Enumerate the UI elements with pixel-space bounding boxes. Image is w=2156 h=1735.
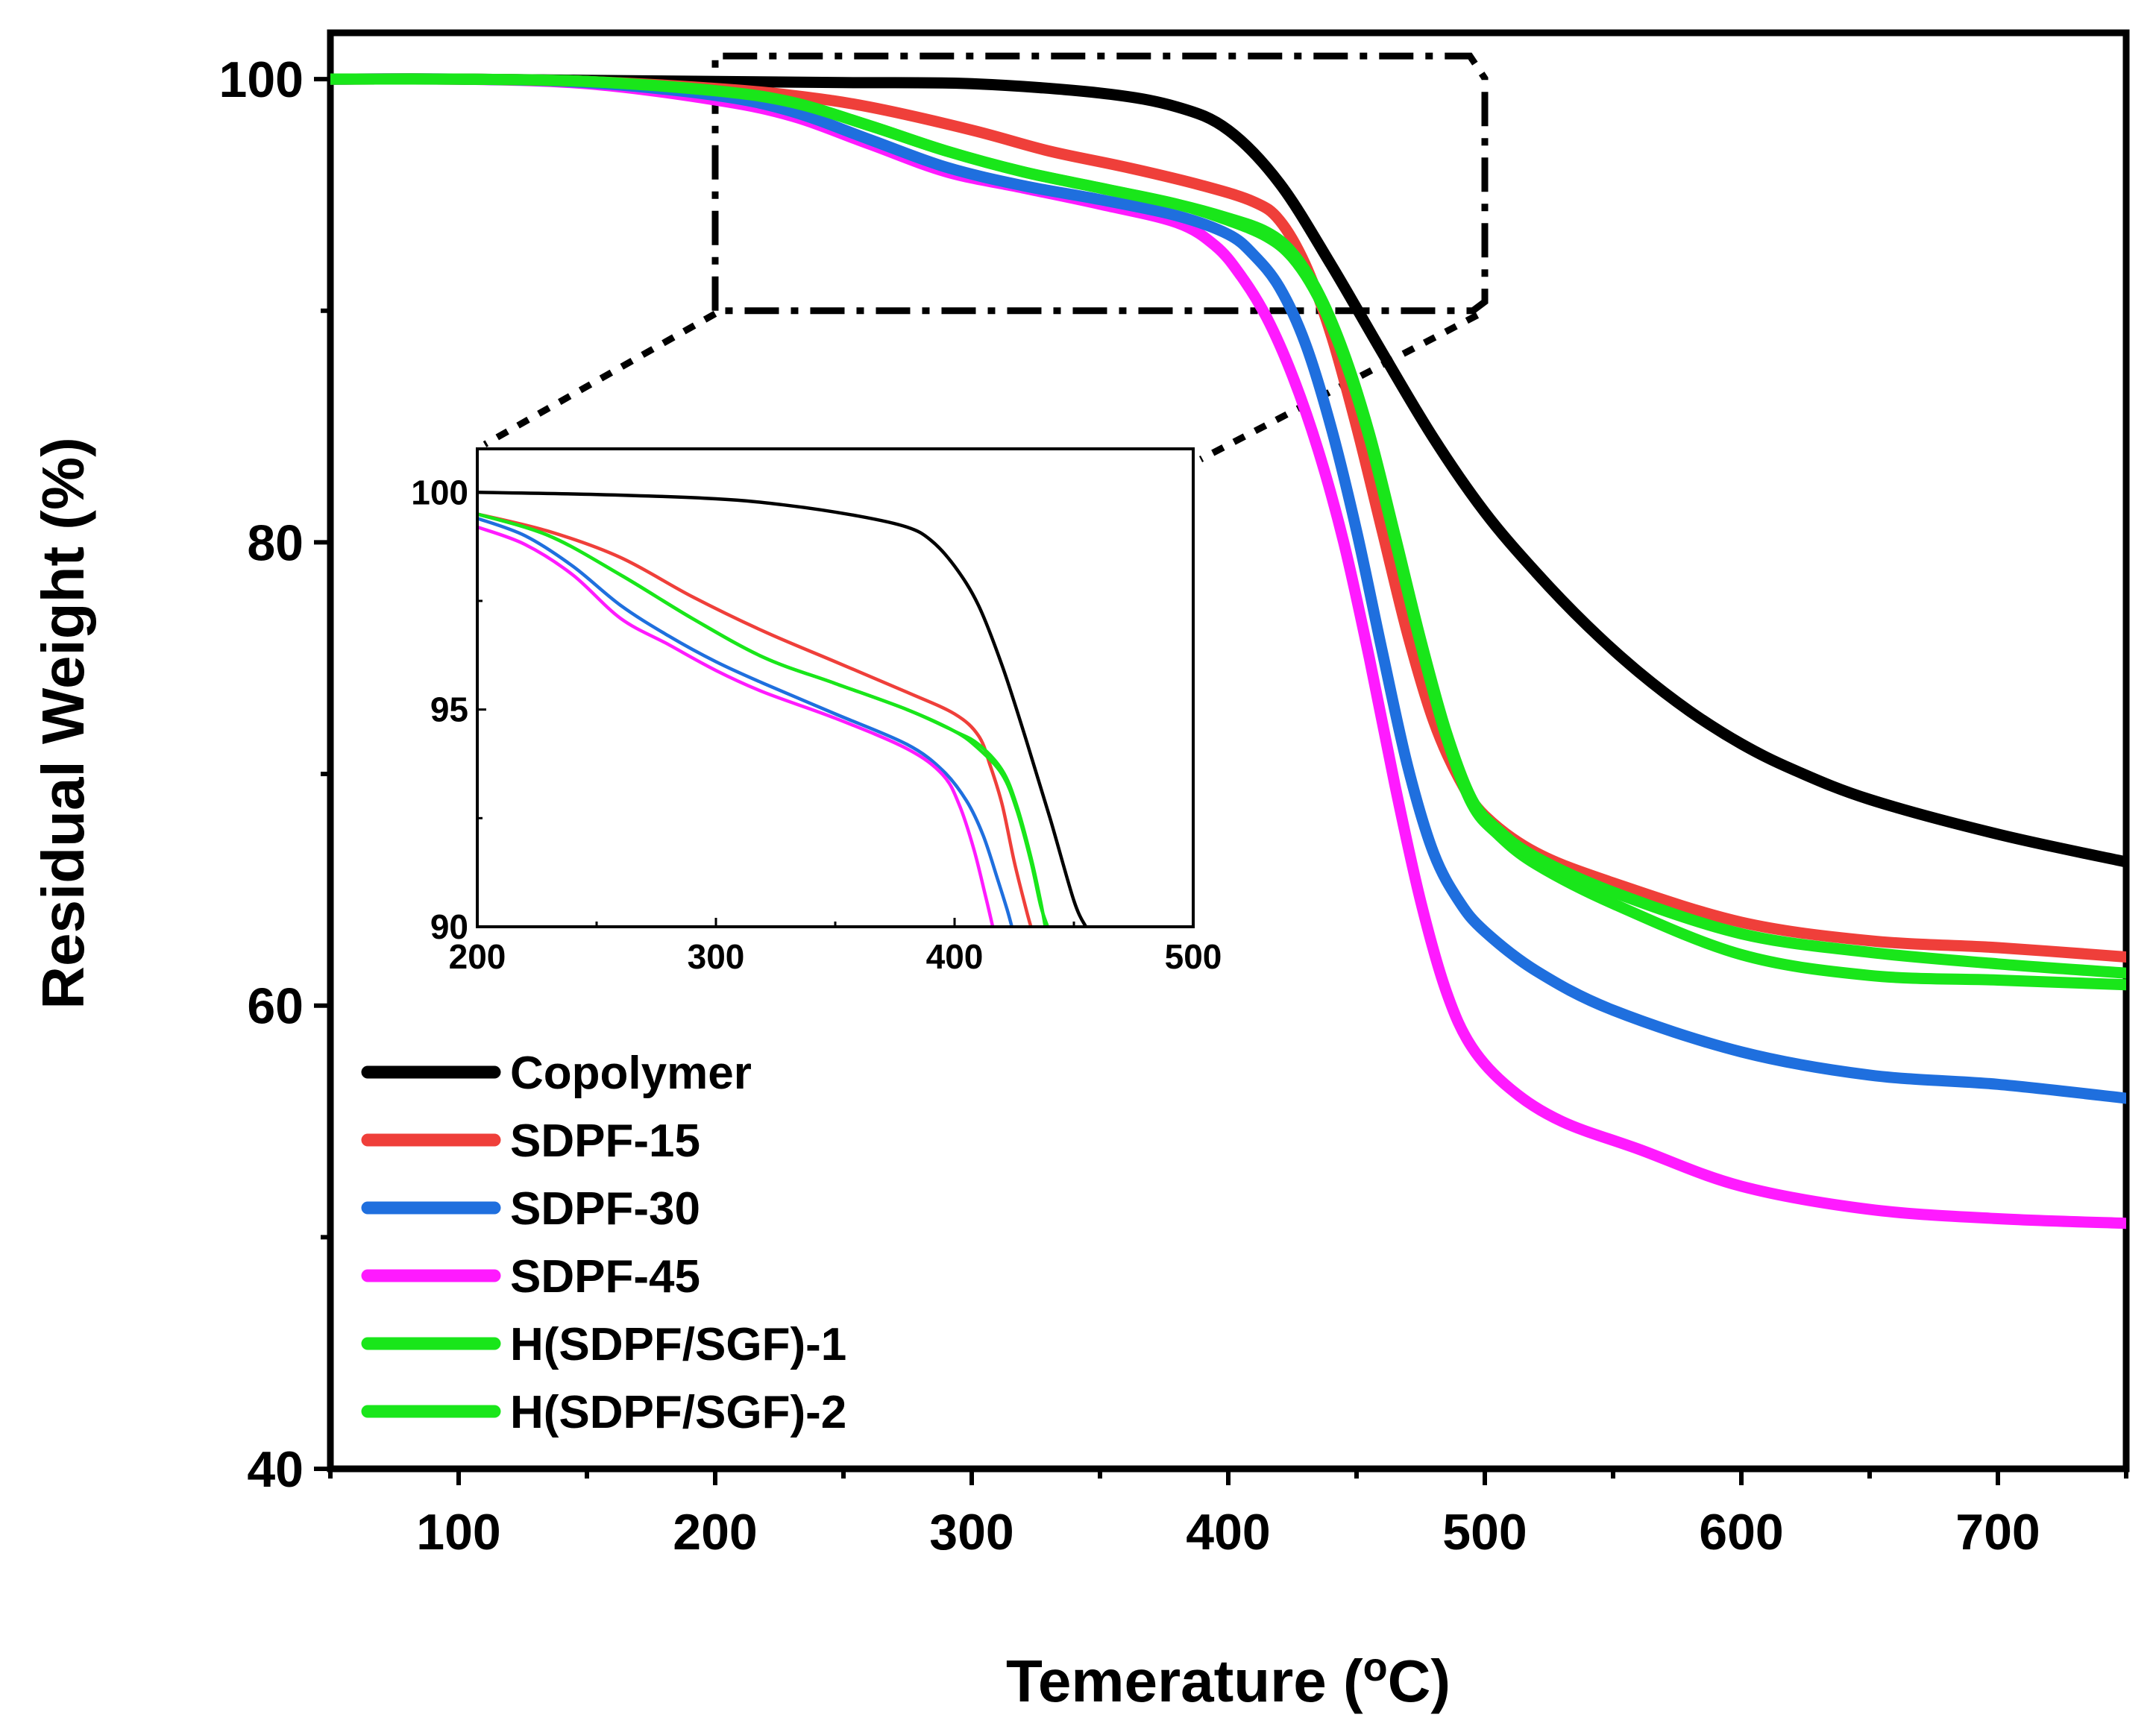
zoom-box — [711, 52, 1489, 315]
zoom-connector-right — [1198, 312, 1480, 462]
inset-x-axis: 200 300 400 500 — [449, 918, 1222, 976]
legend-label-copolymer: Copolymer — [510, 1048, 752, 1099]
inset-series-line-sdpf-15 — [477, 512, 1033, 927]
main-series-line-h-sdpf-sgf-1 — [330, 73, 2126, 979]
legend-label-sdpf-15: SDPF-15 — [510, 1115, 700, 1167]
main-x-tick-label: 300 — [929, 1504, 1013, 1561]
main-x-tick-label: 600 — [1699, 1504, 1783, 1561]
x-axis-title-suffix: C) — [1388, 1648, 1451, 1714]
legend-label-sdpf-45: SDPF-45 — [510, 1251, 700, 1303]
inset-x-tick-label: 200 — [449, 937, 506, 976]
main-x-tick-label: 100 — [416, 1504, 500, 1561]
main-series-line-copolymer — [330, 73, 2126, 868]
inset-y-tick-label: 100 — [411, 473, 468, 511]
main-y-tick-label: 40 — [247, 1441, 304, 1498]
inset-x-tick-label: 300 — [688, 937, 745, 976]
main-y-tick-label: 60 — [247, 978, 304, 1035]
main-x-tick-label: 200 — [673, 1504, 757, 1561]
inset-series-line-h-sdpf-sgf-2 — [477, 512, 1049, 927]
x-axis-title: Temerature (oC) — [1006, 1645, 1451, 1714]
main-x-axis: 100 200 300 400 500 600 700 — [328, 1469, 2128, 1561]
main-x-tick-label: 500 — [1442, 1504, 1527, 1561]
inset-x-tick-label: 500 — [1165, 937, 1222, 976]
main-x-tick-label: 400 — [1186, 1504, 1270, 1561]
inset-series-line-sdpf-30 — [477, 517, 1013, 927]
main-series-line-sdpf-30 — [330, 73, 2126, 1104]
inset-series-line-sdpf-45 — [477, 525, 995, 927]
main-y-tick-label: 100 — [219, 51, 304, 108]
legend-label-h-sdpf-sgf-1: H(SDPF/SGF)-1 — [510, 1319, 846, 1370]
inset-x-tick-label: 400 — [926, 937, 984, 976]
main-x-tick-label: 700 — [1955, 1504, 2040, 1561]
x-axis-title-main: Temerature ( — [1006, 1648, 1363, 1714]
y-axis-title: Residual Weight (%) — [30, 437, 96, 1009]
main-y-tick-label: 80 — [247, 514, 304, 571]
zoom-connector-left — [483, 310, 717, 447]
inset-y-tick-label: 95 — [430, 690, 468, 729]
legend-label-h-sdpf-sgf-2: H(SDPF/SGF)-2 — [510, 1387, 846, 1438]
main-y-axis: 40 60 80 100 — [219, 51, 330, 1498]
inset-y-tick-label: 90 — [430, 907, 468, 946]
inset-series-line-copolymer — [477, 491, 1088, 927]
inset-background — [477, 449, 1193, 927]
inset-series-group — [477, 491, 1088, 927]
legend-label-sdpf-30: SDPF-30 — [510, 1183, 700, 1235]
legend: Copolymer SDPF-15 SDPF-30 SDPF-45 H(SDPF/SGF… — [361, 1048, 846, 1438]
inset-y-axis: 90 95 100 — [411, 473, 486, 946]
main-series-group — [330, 73, 2126, 1229]
x-axis-title-sup: o — [1363, 1645, 1388, 1690]
